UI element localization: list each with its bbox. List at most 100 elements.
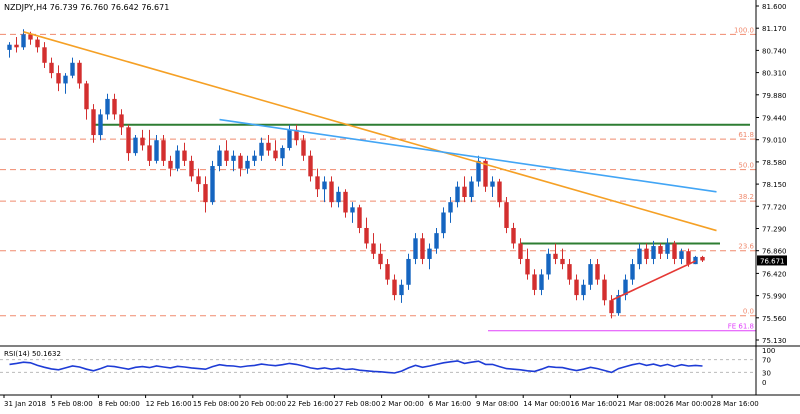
candle-body [385, 264, 390, 280]
candle-body [476, 160, 481, 182]
candle-body [266, 142, 271, 151]
candle-body [77, 62, 82, 84]
trendline-layer: 76.671 [23, 31, 787, 301]
trendline [219, 118, 717, 193]
candle-body [217, 150, 222, 167]
candle-body [154, 140, 159, 161]
candle-body [231, 155, 236, 161]
price-tick-label: 80.740 [762, 47, 787, 55]
candle-body [273, 150, 278, 159]
price-tick-label: 78.150 [762, 181, 787, 189]
candle-body [567, 264, 572, 280]
symbol-header: NZDJPY,H4 76.739 76.760 76.642 76.671 [4, 3, 169, 12]
candle-body [511, 227, 516, 244]
fib-level-label: 61.8 [738, 131, 754, 139]
rsi-panel: RSI(14) 50.1632 100 70 30 0 [0, 347, 775, 387]
rsi-line [9, 360, 703, 374]
candle-body [126, 127, 131, 154]
candle-body [252, 155, 257, 161]
time-tick-label: 22 Feb 16:00 [287, 400, 333, 408]
candle-body [700, 256, 705, 261]
candle-body [406, 258, 411, 285]
candle-body [133, 137, 138, 154]
candle-body [693, 256, 698, 265]
fib-layer: 100.0 61.8 50.0 38.2 23.6 0.0 FE 61.8 [0, 26, 756, 332]
candle-body [448, 202, 453, 213]
candle-body [553, 253, 558, 259]
time-tick-label: 9 Mar 08:00 [476, 400, 518, 408]
rsi-label: RSI(14) 50.1632 [4, 350, 61, 358]
candle-body [392, 279, 397, 296]
candle-body [119, 114, 124, 128]
candle-body [315, 176, 320, 190]
price-tick-label: 80.310 [762, 70, 787, 78]
rsi-tick-label: 100 [762, 347, 775, 355]
candle-body [455, 186, 460, 203]
candle-body [462, 186, 467, 198]
price-tick-label: 75.990 [762, 293, 787, 301]
price-tick-label: 77.290 [762, 225, 787, 233]
price-tick-label: 76.860 [762, 248, 787, 256]
price-tick-label: 76.420 [762, 270, 787, 278]
time-tick-label: 5 Feb 08:00 [51, 400, 92, 408]
candle-body [140, 137, 145, 146]
candle-body [574, 279, 579, 296]
time-tick-label: 6 Mar 16:00 [429, 400, 471, 408]
candle-body [70, 62, 75, 76]
candle-body [532, 274, 537, 290]
candle-body [609, 300, 614, 314]
time-tick-label: 20 Feb 00:00 [240, 400, 286, 408]
candle-body [616, 295, 621, 314]
candle-body [588, 264, 593, 285]
fib-level-label: FE 61.8 [728, 323, 754, 331]
candle-body [525, 258, 530, 275]
candle-body [238, 155, 243, 169]
candle-body [483, 160, 488, 187]
price-tick-label: 79.010 [762, 137, 787, 145]
candle-body [630, 264, 635, 280]
current-price-marker [757, 255, 787, 266]
candle-body [686, 251, 691, 265]
candle-body [49, 62, 54, 74]
candle-body [224, 150, 229, 161]
price-tick-label: 75.130 [762, 337, 787, 345]
candle-body [259, 142, 264, 156]
candle-body [651, 246, 656, 259]
price-tick-label: 75.560 [762, 315, 787, 323]
horizontal-line-layer [95, 123, 750, 245]
time-tick-label: 31 Jan 2018 [4, 400, 46, 408]
candle-body [210, 166, 215, 203]
rsi-tick-label: 0 [762, 379, 766, 387]
trendline [23, 31, 717, 232]
candle-body [28, 34, 33, 40]
candle-body [539, 274, 544, 290]
price-axis: 81.600 81.170 80.740 80.310 79.880 79.440 79.0… [0, 0, 800, 396]
time-tick-label: 15 Feb 08:00 [193, 400, 239, 408]
candle-body [175, 150, 180, 169]
candle-body [546, 253, 551, 275]
fib-level-label: 50.0 [738, 162, 754, 170]
price-tick-label: 79.440 [762, 115, 787, 123]
candle-body [350, 207, 355, 213]
price-tick-label: 78.580 [762, 159, 787, 167]
candle-body [196, 176, 201, 185]
candle-body [182, 150, 187, 161]
candle-layer [7, 29, 705, 319]
time-tick-label: 8 Feb 00:00 [98, 400, 139, 408]
time-tick-label: 12 Feb 16:00 [146, 400, 192, 408]
time-tick-label: 28 Mar 16:00 [712, 400, 759, 408]
candle-body [665, 243, 670, 254]
candle-body [420, 238, 425, 259]
candle-body [623, 279, 628, 296]
fib-level-label: 38.2 [738, 193, 754, 201]
candle-body [364, 227, 369, 244]
candle-body [560, 258, 565, 265]
candle-body [490, 181, 495, 187]
trendline [611, 260, 696, 301]
candle-body [602, 279, 607, 301]
time-tick-label: 21 Mar 08:00 [618, 400, 665, 408]
time-tick-label: 26 Mar 00:00 [665, 400, 712, 408]
candle-body [98, 114, 103, 136]
